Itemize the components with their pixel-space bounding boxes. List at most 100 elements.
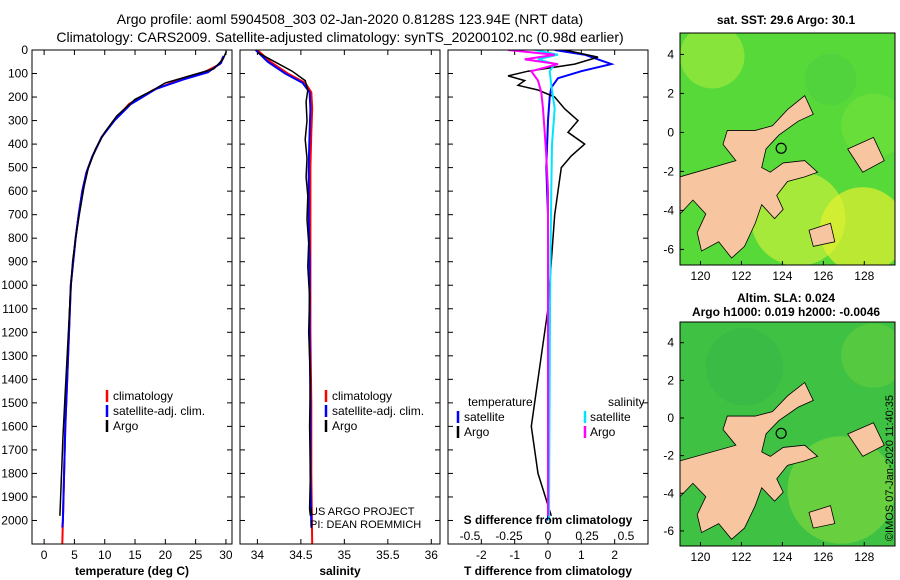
map-y-tick-label: -2 [663, 164, 674, 178]
series-line-argo [59, 50, 228, 516]
float-position-marker [775, 142, 787, 154]
y-tick-label: 700 [8, 208, 28, 222]
legend-label: Argo [464, 425, 490, 439]
y-tick-label: 1200 [1, 325, 28, 339]
y-tick-label: 600 [8, 184, 28, 198]
sla-map: 120 122 124 126 128 4 2 0 -2 -4 -6 [663, 321, 896, 564]
x-tick-label: 15 [128, 548, 142, 562]
legend-label: satellite [590, 410, 631, 424]
map-frame [679, 32, 896, 266]
series-line-climatology [61, 56, 224, 544]
legend-label: Argo [590, 425, 616, 439]
x-tick-label: -1 [509, 548, 520, 562]
legend-label: temperature [468, 395, 533, 409]
map-y-tick-label: 0 [667, 125, 674, 139]
land-mass [680, 382, 818, 539]
legend-label: climatology [332, 389, 392, 403]
map-bottom-title-line1: Altim. SLA: 0.024 [737, 291, 835, 305]
x-tick-label: 10 [98, 548, 112, 562]
y-tick-label: 1100 [2, 302, 28, 316]
secondary-tick-label: 0.5 [618, 529, 635, 543]
sst-map: 120 122 124 126 128 4 2 0 -2 -4 -6 [663, 32, 896, 283]
chart-panel-temperature: 0100200300400500600700800900100011001200… [1, 43, 233, 578]
map-y-tick-label: -6 [663, 524, 674, 538]
y-tick-label: 1700 [1, 443, 28, 457]
series-group [255, 50, 314, 544]
x-tick-label: -2 [476, 548, 487, 562]
map-top-title: sat. SST: 29.6 Argo: 30.1 [717, 13, 856, 27]
series-line-satellite-s [534, 50, 559, 521]
map-frame [679, 321, 896, 547]
series-group [59, 50, 228, 544]
y-tick-label: 900 [8, 255, 28, 269]
map-y-tick-label: -6 [663, 242, 674, 256]
y-tick-label: 1600 [1, 419, 28, 433]
legend-label: satellite-adj. clim. [332, 404, 424, 418]
map-y-tick-label: 4 [667, 47, 674, 61]
plot-frame [239, 49, 441, 545]
secondary-axis-label: S difference from climatology [464, 513, 633, 527]
y-tick-label: 1500 [1, 396, 28, 410]
series-line-argo-s [507, 50, 559, 516]
y-tick-label: 400 [8, 137, 28, 151]
y-tick-label: 1300 [1, 349, 28, 363]
map-x-tick-label: 120 [690, 269, 710, 283]
map-x-tick-label: 128 [854, 550, 874, 564]
x-tick-label: 0 [545, 548, 552, 562]
x-tick-label: 5 [71, 548, 78, 562]
x-tick-label: 34.5 [289, 548, 313, 562]
x-tick-label: 35 [338, 548, 352, 562]
y-tick-label: 1000 [1, 278, 28, 292]
map-y-tick-label: 2 [667, 373, 674, 387]
y-tick-label: 1900 [1, 490, 28, 504]
map-anomaly-patch [841, 93, 895, 159]
plot-frame [447, 49, 649, 545]
legend-label: salinity [608, 395, 645, 409]
map-field [680, 322, 895, 546]
figure-title-line1: Argo profile: aoml 5904508_303 02-Jan-20… [117, 11, 583, 27]
x-tick-label: 2 [611, 548, 618, 562]
map-y-tick-label: 0 [667, 411, 674, 425]
float-position-marker [775, 427, 787, 439]
legend-label: climatology [113, 389, 173, 403]
x-axis-label: salinity [319, 564, 361, 578]
map-x-tick-label: 120 [690, 550, 710, 564]
x-tick-label: 35.5 [376, 548, 400, 562]
island [848, 423, 885, 457]
x-tick-label: 34 [251, 548, 265, 562]
y-tick-label: 1400 [1, 372, 28, 386]
annotation-text: US ARGO PROJECT [310, 506, 415, 518]
map-anomaly-patch [804, 53, 857, 106]
map-anomaly-patch [680, 33, 745, 89]
chart-panel-salinity: 34 34.5 35 35.5 36 salinity climatologysatelli… [239, 49, 441, 578]
land-mass [680, 96, 818, 258]
y-tick-label: 1800 [1, 466, 28, 480]
x-tick-label: 30 [219, 548, 233, 562]
legend-label: satellite [464, 410, 505, 424]
y-tick-label: 800 [8, 231, 28, 245]
secondary-tick-label: 0.25 [575, 529, 599, 543]
y-tick-label: 0 [21, 43, 28, 57]
map-bottom-title-line2: Argo h1000: 0.019 h2000: -0.0046 [692, 305, 880, 319]
map-x-tick-label: 122 [731, 269, 751, 283]
series-line-argo [257, 51, 312, 516]
legend-label: Argo [113, 419, 139, 433]
map-y-tick-label: -2 [663, 449, 674, 463]
map-x-tick-label: 126 [813, 269, 833, 283]
figure-title-line2: Climatology: CARS2009. Satellite-adjuste… [56, 29, 623, 45]
chart-panel-differences: -2 -1 0 1 2 T difference from climatology temp… [447, 49, 649, 578]
series-line-argo-t [507, 50, 599, 517]
legend-label: satellite-adj. clim. [113, 404, 205, 418]
x-tick-label: 1 [578, 548, 585, 562]
x-tick-label: 36 [425, 548, 439, 562]
island [848, 137, 885, 172]
y-tick-label: 500 [8, 161, 28, 175]
secondary-tick-label: -0.5 [460, 529, 481, 543]
imos-credit: ©IMOS 07-Jan-2020 11:40:35 [884, 395, 896, 541]
x-tick-label: 20 [159, 548, 173, 562]
x-axis-label: T difference from climatology [464, 564, 632, 578]
map-anomaly-patch [841, 323, 895, 388]
map-y-tick-label: -4 [663, 486, 674, 500]
map-x-tick-label: 124 [772, 550, 792, 564]
